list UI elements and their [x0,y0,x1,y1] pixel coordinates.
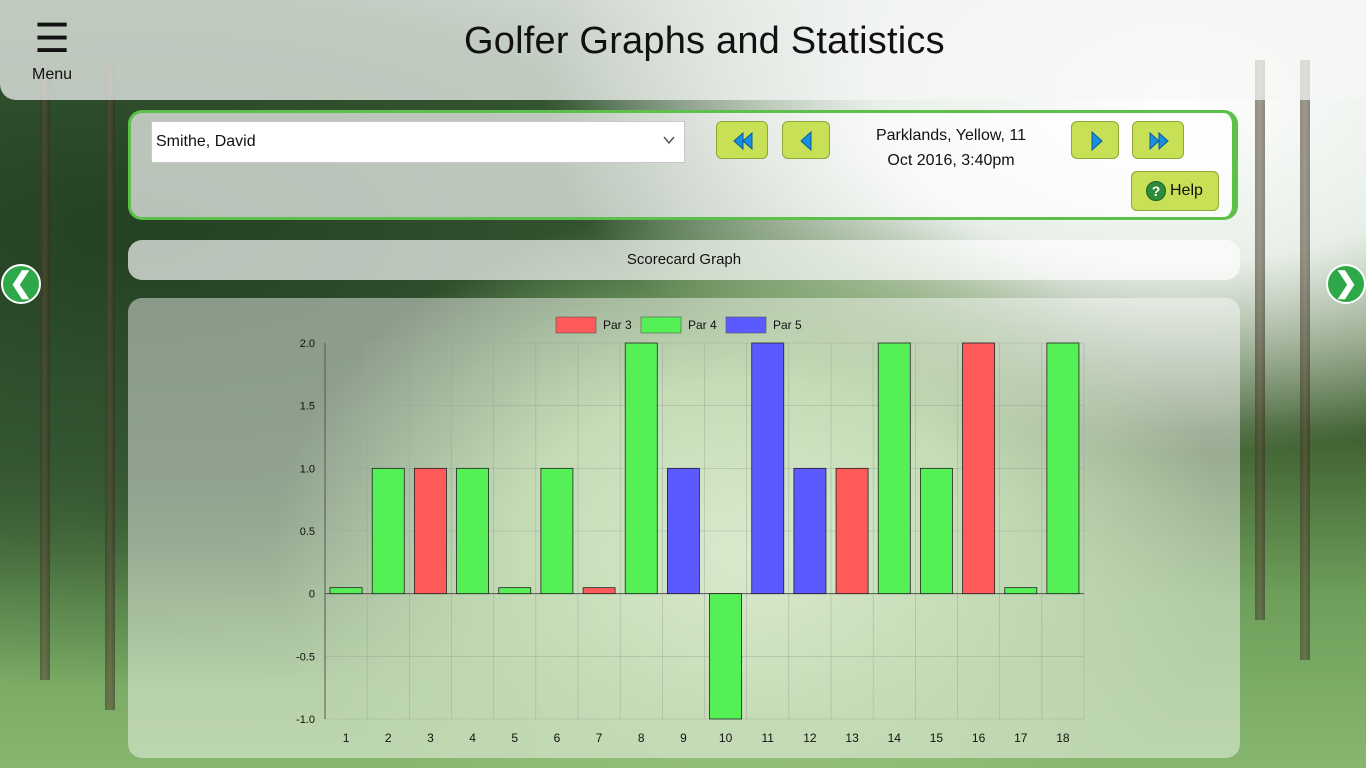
legend-label: Par 4 [688,318,717,332]
question-icon: ? [1146,181,1166,201]
section-title: Scorecard Graph [626,251,742,268]
bar-hole-18 [1046,342,1080,595]
golfer-select[interactable]: Smithe, David [151,121,685,163]
x-tick-label: 12 [803,731,817,745]
x-tick-label: 13 [845,731,859,745]
help-button[interactable]: ? Help [1131,171,1219,211]
x-tick-label: 3 [427,731,434,745]
tree-trunk [1255,60,1265,620]
bar-hole-3 [413,467,447,595]
y-tick-label: -0.5 [296,651,315,663]
x-tick-label: 9 [680,731,687,745]
legend-swatch-par5 [725,316,767,334]
chevron-down-icon [663,136,675,145]
bar-hole-16 [962,342,996,595]
menu-button[interactable]: ☰ Menu [22,14,82,94]
chevron-right-icon: ❯ [1334,267,1358,298]
y-tick-label: 1.5 [300,401,315,413]
last-round-icon [1149,131,1169,151]
tree-trunk [105,60,115,710]
hamburger-icon: ☰ [34,17,70,61]
tree-trunk [1300,60,1310,660]
chevron-left-icon: ❮ [9,267,33,298]
scorecard-chart-panel: 2.0 1.5 1.0 0.5 0 -0.5 -1.0 1 2 3 4 5 6 7 8 9 10 11 12 13 14… [128,298,1240,758]
bar-hole-10 [709,593,743,720]
legend-label: Par 5 [773,318,802,332]
bar-hole-11 [751,342,785,595]
next-round-button[interactable] [1071,121,1119,159]
previous-round-icon [800,130,812,152]
section-header: Scorecard Graph [128,240,1240,280]
page-title: Golfer Graphs and Statistics [464,20,945,62]
round-filter-panel: Smithe, David Parklands, Yellow, 11 Oct … [128,110,1238,220]
y-tick-label: 0.5 [300,526,315,538]
x-tick-label: 14 [888,731,902,745]
x-tick-label: 5 [511,731,518,745]
x-tick-label: 1 [343,731,350,745]
first-round-icon [733,131,753,151]
legend-swatch-par3 [555,316,597,334]
bar-hole-1 [329,587,363,595]
round-course: Parklands, Yellow, 11 [875,127,1027,144]
golfer-select-value: Smithe, David [156,133,256,150]
x-tick-label: 18 [1056,731,1070,745]
bar-hole-14 [877,342,911,595]
bar-hole-7 [582,587,616,595]
previous-graph-button[interactable]: ❮ [1,264,41,304]
bar-hole-2 [371,467,405,595]
bar-hole-5 [498,587,532,595]
legend-swatch-par4 [640,316,682,334]
x-tick-label: 11 [762,731,775,745]
y-tick-label: -1.0 [296,714,315,726]
help-label: Help [1170,182,1203,199]
legend-label: Par 3 [603,318,632,332]
menu-label: Menu [31,66,73,83]
x-tick-label: 15 [930,731,944,745]
bar-hole-17 [1004,587,1038,595]
bar-hole-15 [919,467,953,595]
x-tick-label: 17 [1014,731,1028,745]
last-round-button[interactable] [1132,121,1184,159]
app-header: ☰ Menu Golfer Graphs and Statistics [0,0,1366,100]
y-tick-label: 0 [309,589,315,601]
bar-hole-13 [835,467,869,595]
bar-hole-12 [793,467,827,595]
tree-trunk [40,60,50,680]
first-round-button[interactable] [716,121,768,159]
x-tick-label: 8 [638,731,645,745]
previous-round-button[interactable] [782,121,830,159]
x-tick-label: 10 [719,731,733,745]
x-tick-label: 6 [554,731,561,745]
x-tick-label: 2 [385,731,392,745]
round-info: Parklands, Yellow, 11 Oct 2016, 3:40pm [851,123,1051,173]
bar-hole-8 [624,342,658,595]
x-tick-label: 7 [596,731,603,745]
y-tick-label: 2.0 [300,338,315,350]
round-date: Oct 2016, 3:40pm [887,152,1015,169]
x-tick-label: 16 [972,731,986,745]
next-graph-button[interactable]: ❯ [1326,264,1366,304]
next-round-icon [1091,130,1103,152]
bar-hole-6 [540,467,574,595]
scorecard-chart: 2.01.51.00.50-0.5-1.01 2 3 4 5 6 7 8 9 10 11 12 13 14… [296,316,1085,745]
x-tick-label: 4 [469,731,476,745]
y-tick-label: 1.0 [300,463,315,475]
bar-hole-9 [666,467,700,595]
bar-hole-4 [456,467,490,595]
